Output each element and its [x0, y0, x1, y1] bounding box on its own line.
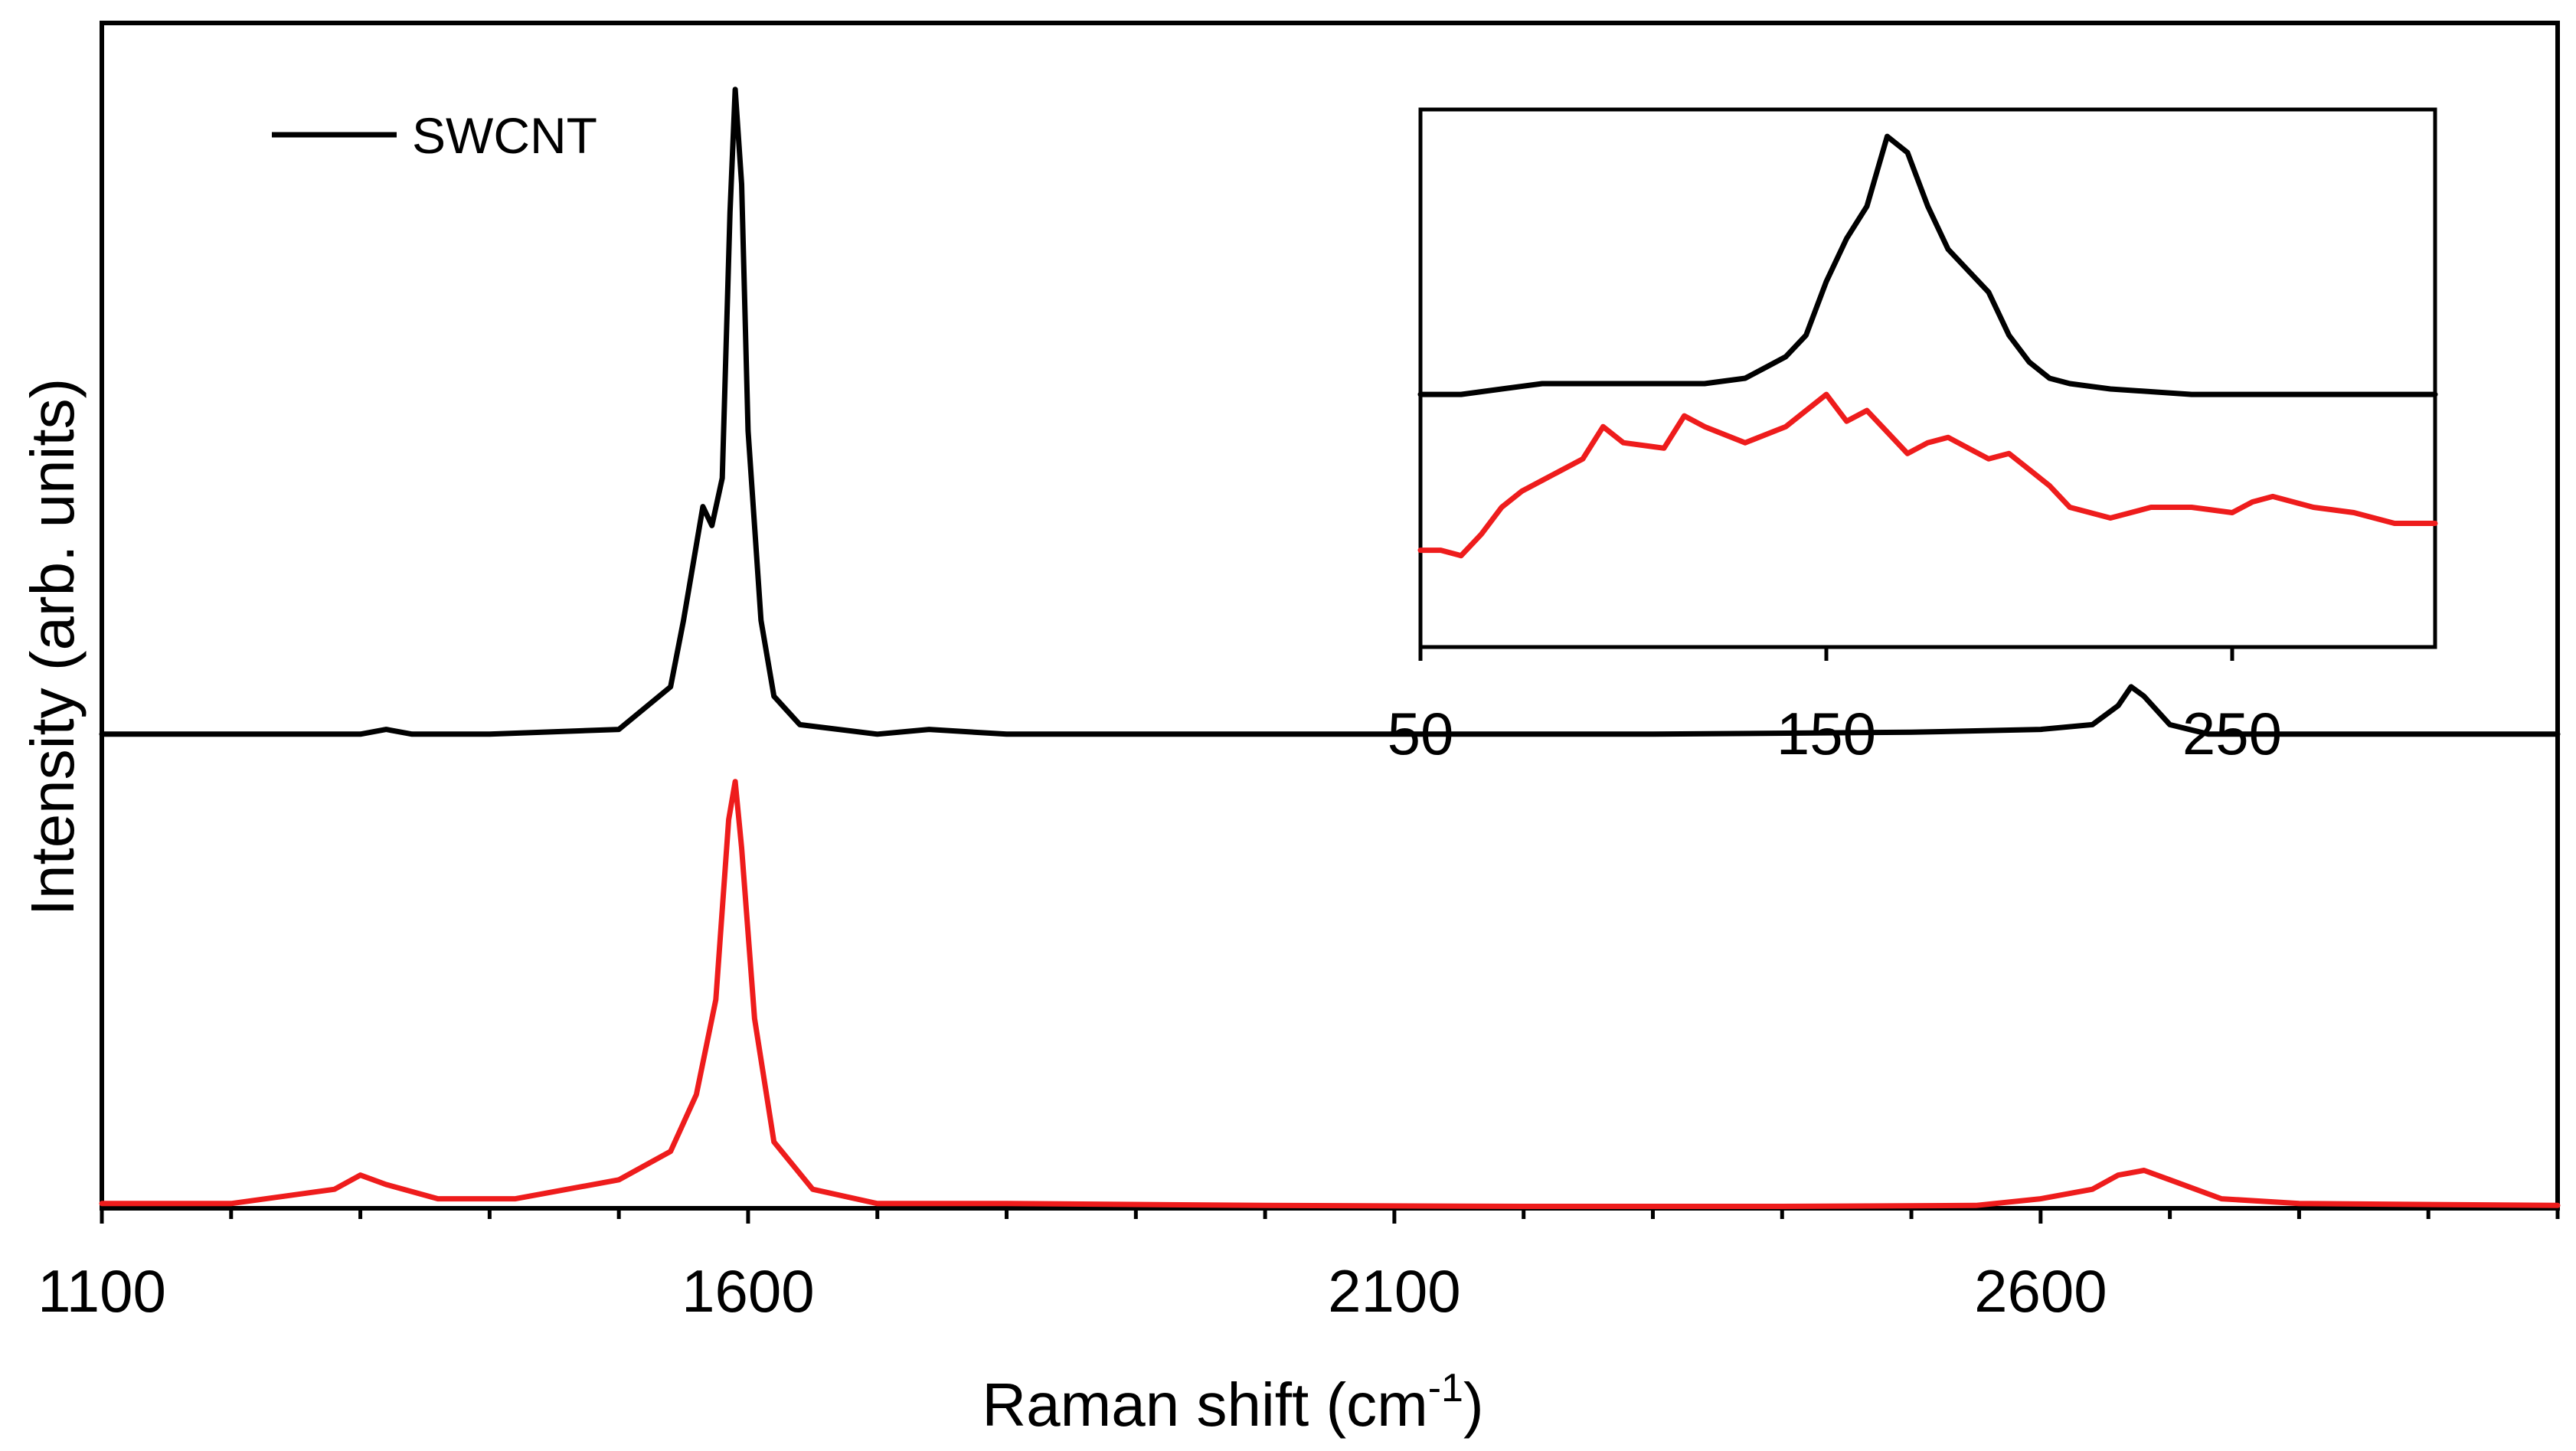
main-x-ticks [100, 1208, 2560, 1224]
legend: SWCNT [272, 107, 597, 164]
main-tick-label: 1100 [38, 1257, 166, 1325]
main-frame-rect [100, 21, 2560, 1211]
main-series-group [99, 87, 2561, 1209]
inset-tick-label: 250 [2182, 700, 2282, 767]
inset-x-tick-labels: 50 150 250 [1388, 700, 2282, 767]
legend-label-swcnt: SWCNT [412, 107, 597, 164]
inset-x-ticks [1418, 647, 2234, 661]
inset-frame-rect [1418, 107, 2437, 649]
inset-tick-label: 50 [1388, 700, 1454, 767]
inset-series-group [1417, 133, 2438, 559]
main-series-swcnt [99, 87, 2561, 737]
x-axis-title-superscript: -1 [1428, 1366, 1463, 1410]
inset-chart: 50 150 250 [1388, 107, 2438, 767]
main-tick-label: 1600 [682, 1257, 815, 1325]
inset-plot-frame [1418, 107, 2437, 649]
inset-series-reference [1417, 391, 2438, 559]
main-tick-label: 2600 [1974, 1257, 2107, 1325]
main-plot-frame [100, 21, 2560, 1211]
y-axis-title: Intensity (arb. units) [18, 378, 87, 917]
inset-series-swcnt [1417, 133, 2438, 397]
inset-tick-label: 150 [1777, 700, 1876, 767]
main-series-reference [99, 779, 2561, 1209]
x-axis-title: Raman shift (cm-1) [982, 1366, 1483, 1439]
main-tick-label: 2100 [1328, 1257, 1461, 1325]
main-x-tick-labels: 1100 1600 2100 2600 [38, 1257, 2107, 1325]
